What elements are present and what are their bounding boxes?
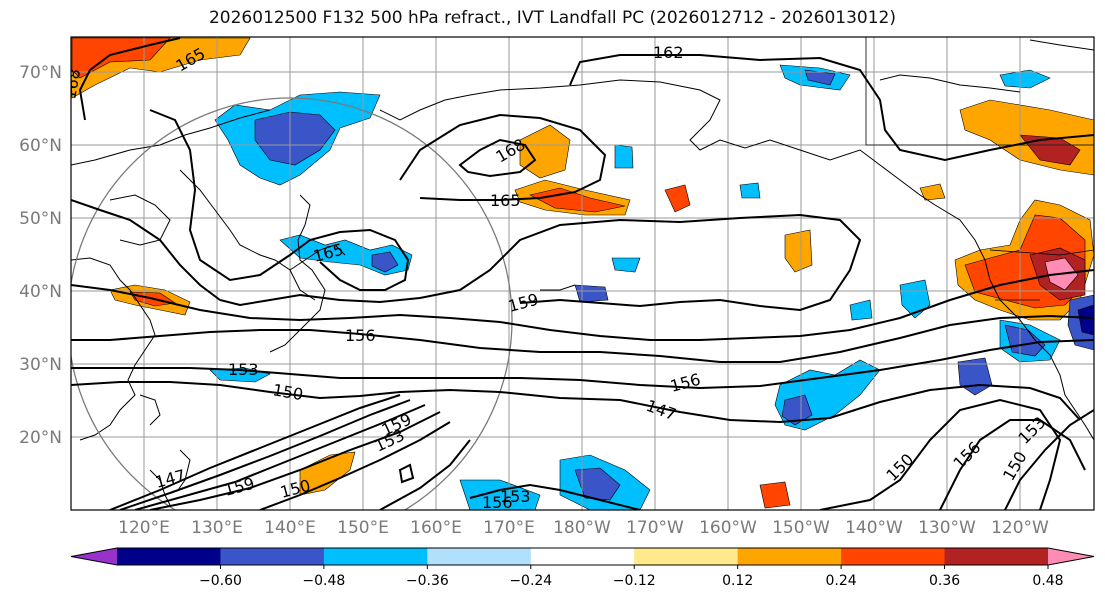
colorbar-bin bbox=[323, 548, 428, 565]
lat-label: 40°N bbox=[19, 282, 62, 302]
longitude-labels: 120°E 130°E 140°E 150°E 160°E 170°E 180°… bbox=[118, 518, 1049, 538]
lon-label: 160°E bbox=[410, 518, 462, 538]
lon-label: 160°W bbox=[699, 518, 757, 538]
colorbar-tick-label: −0.60 bbox=[199, 573, 242, 589]
height-contours bbox=[71, 37, 1094, 510]
lon-label: 130°E bbox=[191, 518, 243, 538]
contour-label: 153 bbox=[500, 487, 531, 506]
colorbar-tick-label: 0.24 bbox=[826, 573, 857, 589]
lon-label: 150°W bbox=[772, 518, 830, 538]
colorbar-tick-label: 0.36 bbox=[929, 573, 960, 589]
colorbar-tick-label: −0.48 bbox=[302, 573, 345, 589]
lon-label: 170°W bbox=[626, 518, 684, 538]
map-title: 2026012500 F132 500 hPa refract., IVT La… bbox=[208, 8, 896, 28]
colorbar-tick-label: −0.24 bbox=[509, 573, 552, 589]
lon-label: 150°E bbox=[337, 518, 389, 538]
lat-label: 50°N bbox=[19, 209, 62, 229]
map-frame bbox=[70, 36, 1095, 511]
colorbar-bin bbox=[530, 548, 635, 565]
map-plot-area: 162 165 168 168 165 165 159 156 153 150 … bbox=[71, 37, 1094, 512]
lat-label: 30°N bbox=[19, 355, 62, 375]
lon-label: 180°W bbox=[553, 518, 611, 538]
lon-label: 120°W bbox=[991, 518, 1049, 538]
colorbar-tick-label: −0.36 bbox=[406, 573, 449, 589]
lon-label: 170°E bbox=[483, 518, 535, 538]
contour-label: 153 bbox=[228, 360, 259, 379]
colorbar-bin bbox=[737, 548, 842, 565]
lon-label: 130°W bbox=[918, 518, 976, 538]
colorbar-tick-label: 0.12 bbox=[722, 573, 753, 589]
colorbar-bin bbox=[634, 548, 739, 565]
coastlines bbox=[71, 39, 1094, 506]
lat-label: 60°N bbox=[19, 136, 62, 156]
colorbar-bin bbox=[220, 548, 325, 565]
contour-label: 162 bbox=[653, 43, 684, 62]
lon-label: 140°E bbox=[264, 518, 316, 538]
lon-label: 120°E bbox=[118, 518, 170, 538]
contour-label: 156 bbox=[345, 326, 376, 345]
colorbar-extend-high bbox=[1048, 548, 1094, 565]
lat-label: 70°N bbox=[19, 63, 62, 83]
colorbar-bin bbox=[117, 548, 221, 565]
shading-layer bbox=[71, 37, 1094, 510]
colorbar-bin bbox=[427, 548, 532, 565]
contour-label: 156 bbox=[482, 493, 513, 512]
lat-label: 20°N bbox=[19, 428, 62, 448]
latitude-labels: 70°N 60°N 50°N 40°N 30°N 20°N bbox=[19, 63, 62, 448]
contour-label: 165 bbox=[490, 191, 521, 210]
colorbar-extend-low bbox=[71, 548, 117, 565]
focus-circle bbox=[71, 97, 513, 510]
colorbar: −0.60 −0.48 −0.36 −0.24 −0.12 0.12 0.24 0.36 0.4… bbox=[70, 547, 1095, 589]
colorbar-bin bbox=[944, 548, 1049, 565]
colorbar-tick-label: 0.48 bbox=[1032, 573, 1063, 589]
lon-label: 140°W bbox=[845, 518, 903, 538]
colorbar-bin bbox=[841, 548, 946, 565]
colorbar-tick-label: −0.12 bbox=[613, 573, 656, 589]
